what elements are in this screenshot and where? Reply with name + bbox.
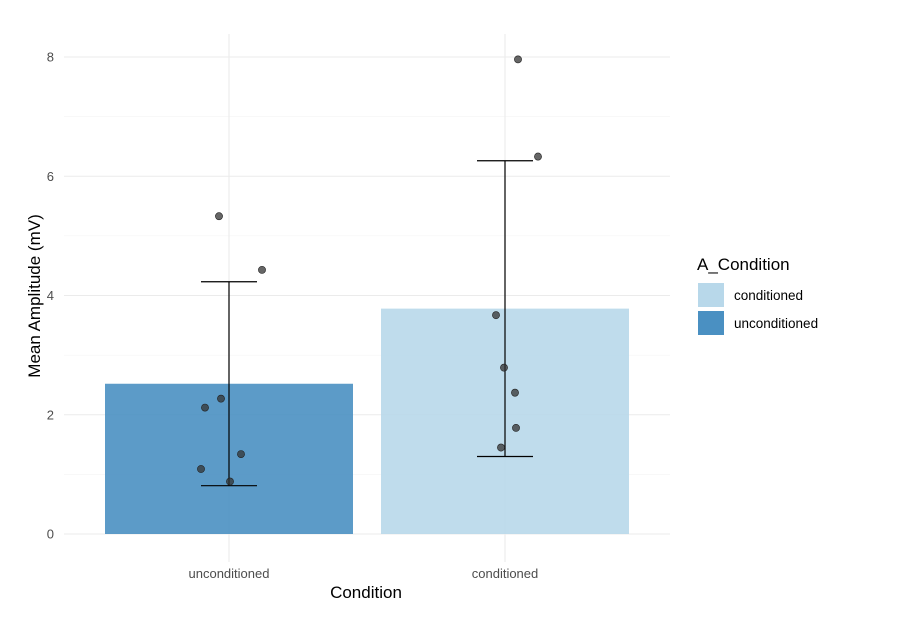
data-point	[226, 477, 234, 486]
data-point	[492, 311, 500, 320]
data-point	[217, 394, 225, 403]
legend: A_Condition conditioned unconditioned	[697, 255, 818, 335]
data-point	[512, 423, 520, 432]
x-axis-ticks: unconditioned conditioned	[189, 566, 539, 581]
error-layer	[201, 160, 533, 487]
data-point	[534, 152, 542, 161]
data-point	[197, 465, 205, 473]
data-point	[514, 55, 522, 64]
legend-swatch	[698, 311, 724, 335]
legend-title: A_Condition	[697, 255, 790, 274]
legend-swatch	[698, 283, 724, 307]
legend-label: unconditioned	[734, 316, 818, 331]
y-axis-title: Mean Amplitude (mV)	[25, 214, 44, 377]
data-point	[258, 265, 266, 274]
data-point	[237, 450, 245, 459]
data-point	[511, 388, 519, 397]
y-tick-label: 0	[47, 527, 54, 542]
x-tick-label: conditioned	[472, 566, 539, 581]
y-tick-label: 6	[47, 169, 54, 184]
data-point	[215, 212, 223, 221]
bar-layer	[105, 308, 629, 534]
data-point	[497, 443, 505, 452]
y-axis-ticks: 0 2 4 6 8	[47, 50, 54, 542]
x-axis-title: Condition	[330, 583, 402, 602]
point-layer	[197, 55, 542, 486]
x-tick-label: unconditioned	[189, 566, 270, 581]
y-tick-label: 2	[47, 407, 54, 422]
legend-label: conditioned	[734, 288, 803, 303]
y-tick-label: 8	[47, 50, 54, 65]
data-point	[500, 363, 508, 372]
y-tick-label: 4	[47, 288, 54, 303]
data-point	[201, 403, 209, 412]
